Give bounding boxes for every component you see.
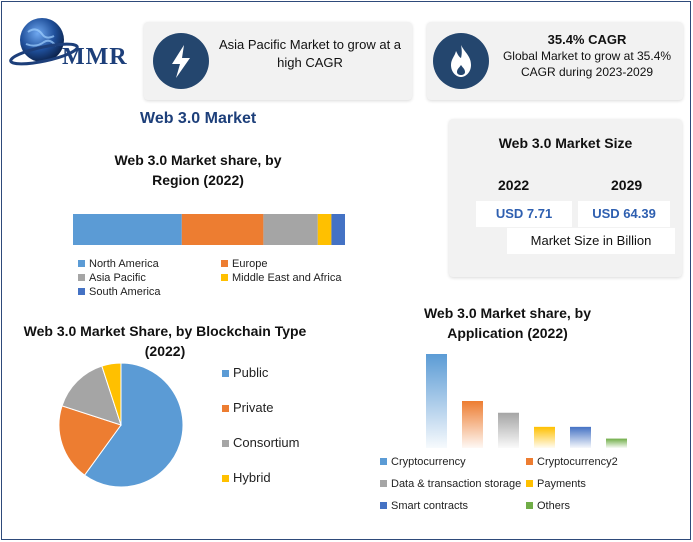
legend-swatch — [222, 405, 229, 412]
legend-swatch — [222, 440, 229, 447]
application-bar-others — [606, 438, 627, 448]
page-title: Web 3.0 Market — [140, 110, 257, 127]
highlight-text-cagr: Global Market to grow at 35.4% CAGR duri… — [502, 49, 672, 79]
legend-swatch — [380, 480, 387, 487]
legend-label: Cryptocurrency — [391, 456, 466, 468]
legend-label: Consortium — [233, 435, 300, 450]
legend-label: Public — [233, 365, 269, 380]
legend-label: Data & transaction storage — [391, 478, 522, 490]
blockchain-pie-chart — [58, 362, 184, 488]
legend-label: Cryptocurrency2 — [537, 456, 618, 468]
region-legend-south-america: South America — [78, 286, 161, 298]
pie-slice-public — [83, 362, 184, 488]
legend-label: Payments — [537, 478, 586, 490]
legend-swatch — [526, 502, 533, 509]
legend-label: Europe — [232, 258, 268, 270]
application-bar-data-transaction-storage — [498, 412, 519, 448]
flame-icon — [433, 33, 489, 89]
cagr-heading: 35.4% CAGR — [547, 32, 627, 47]
application-legend-payments: Payments — [526, 478, 586, 490]
legend-label: Private — [233, 400, 274, 415]
application-legend-smart-contracts: Smart contracts — [380, 500, 468, 512]
region-bar-north-america — [73, 214, 182, 245]
application-legend-data-transaction-storage: Data & transaction storage — [380, 478, 521, 490]
region-chart-title: Web 3.0 Market share, by Region (2022) — [114, 152, 282, 188]
legend-label: South America — [89, 286, 161, 298]
legend-label: North America — [89, 258, 159, 270]
blockchain-legend-private: Private — [222, 400, 273, 415]
legend-swatch — [222, 475, 229, 482]
legend-swatch — [526, 480, 533, 487]
year-2029-label: 2029 — [611, 177, 643, 193]
blockchain-legend-hybrid: Hybrid — [222, 470, 271, 485]
legend-label: Smart contracts — [391, 500, 469, 512]
legend-swatch — [380, 502, 387, 509]
application-legend-cryptocurrency2: Cryptocurrency2 — [526, 456, 618, 468]
year-2022-label: 2022 — [498, 177, 530, 193]
mmr-logo-globe-icon — [9, 18, 79, 66]
lightning-icon — [153, 33, 209, 89]
region-bar-middle-east-and-africa — [317, 214, 332, 245]
application-legend-cryptocurrency: Cryptocurrency — [380, 456, 466, 468]
application-bar-cryptocurrency2 — [462, 401, 483, 448]
application-bar-cryptocurrency — [426, 354, 447, 448]
legend-label: Hybrid — [233, 470, 271, 485]
highlight-text-asia: Asia Pacific Market to grow at a high CA… — [218, 37, 402, 70]
legend-swatch — [221, 260, 228, 267]
application-legend-others: Others — [526, 500, 570, 512]
brand-logo-text: MMR — [62, 44, 128, 70]
region-bar-asia-pacific — [263, 214, 318, 245]
region-bar-europe — [181, 214, 264, 245]
legend-swatch — [221, 274, 228, 281]
blockchain-legend-consortium: Consortium — [222, 435, 299, 450]
legend-label: Middle East and Africa — [232, 272, 342, 284]
legend-label: Others — [537, 500, 571, 512]
region-stacked-bar-chart — [73, 214, 345, 245]
legend-swatch — [526, 458, 533, 465]
application-bar-smart-contracts — [570, 426, 591, 448]
legend-swatch — [78, 274, 85, 281]
region-legend-asia-pacific: Asia Pacific — [78, 272, 146, 284]
legend-label: Asia Pacific — [89, 272, 146, 284]
application-bar-chart — [426, 354, 627, 448]
legend-swatch — [78, 288, 85, 295]
legend-swatch — [78, 260, 85, 267]
market-size-title: Web 3.0 Market Size — [498, 135, 633, 151]
pie-slice-hybrid — [101, 362, 122, 426]
region-legend-europe: Europe — [221, 258, 267, 270]
blockchain-legend-public: Public — [222, 365, 268, 380]
market-size-2029-value: USD 64.39 — [578, 201, 670, 227]
market-size-unit-label: Market Size in Billion — [507, 228, 675, 254]
pie-slice-private — [58, 405, 122, 476]
region-legend-north-america: North America — [78, 258, 159, 270]
legend-swatch — [222, 370, 229, 377]
blockchain-chart-title: Web 3.0 Market Share, by Blockchain Type… — [23, 323, 307, 359]
region-bar-south-america — [331, 214, 345, 245]
application-chart-title: Web 3.0 Market share, by Application (20… — [423, 305, 592, 341]
legend-swatch — [380, 458, 387, 465]
market-size-2022-value: USD 7.71 — [476, 201, 572, 227]
region-legend-middle-east-and-africa: Middle East and Africa — [221, 272, 341, 284]
application-bar-payments — [534, 426, 555, 448]
